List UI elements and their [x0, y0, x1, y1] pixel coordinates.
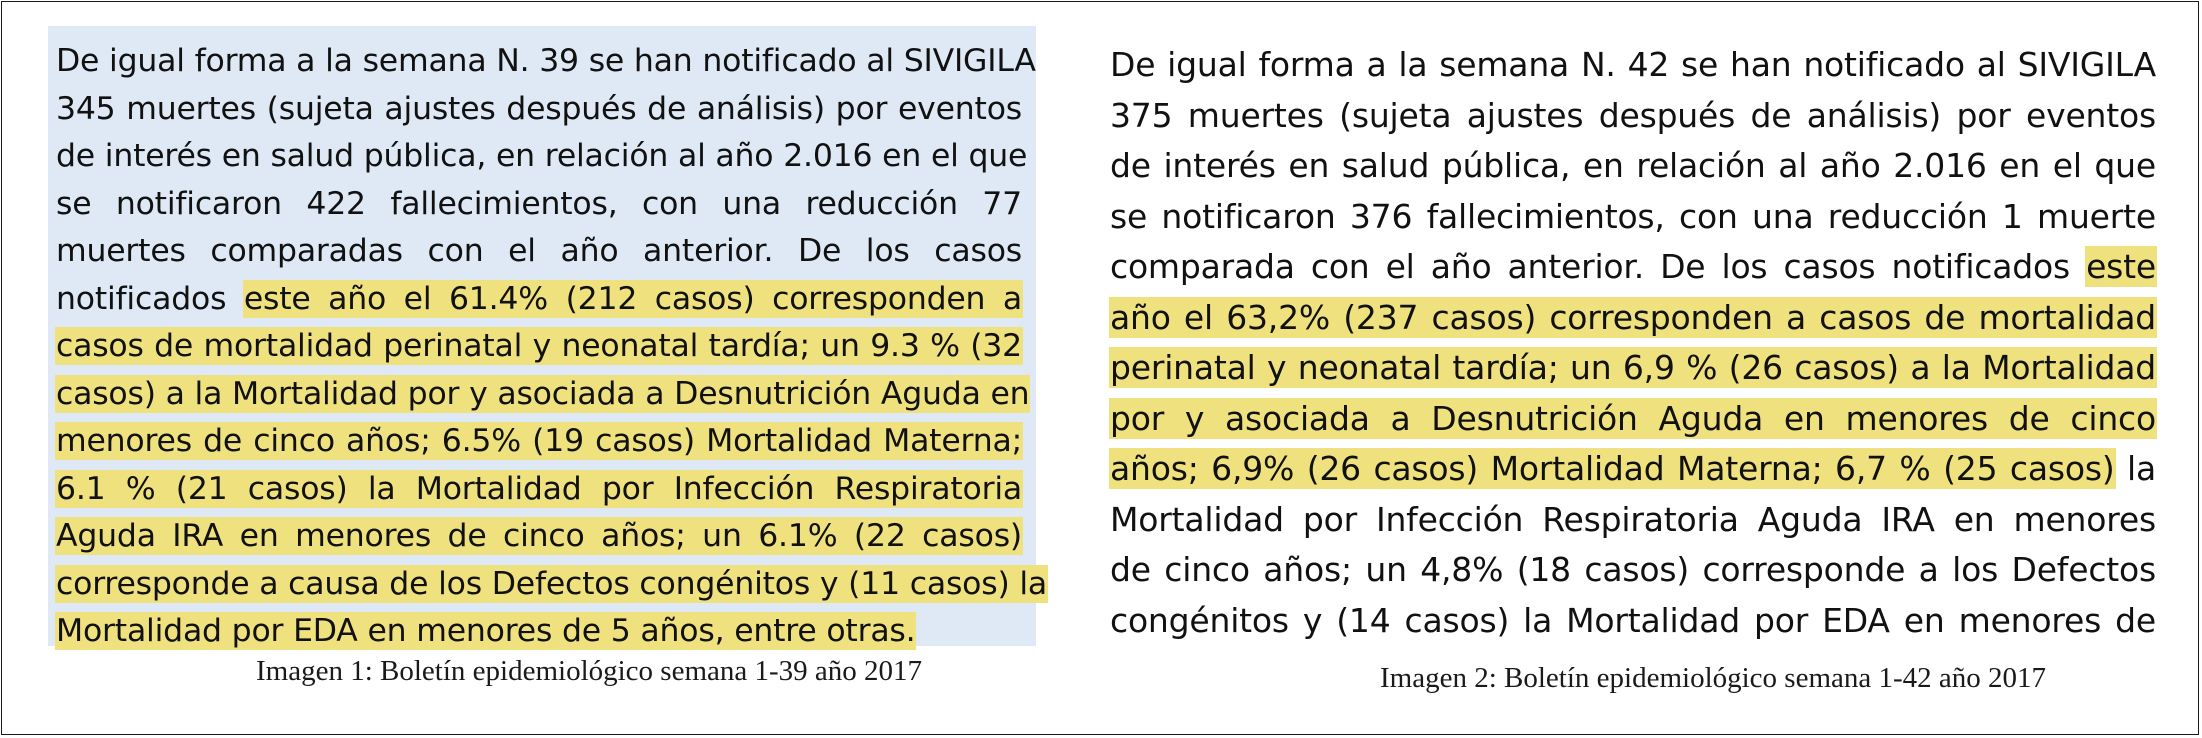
image1-paragraph: De igual forma a la semana N. 39 se han … — [56, 38, 1047, 656]
text-line: de interés en salud pública, en relación… — [1110, 146, 2156, 185]
text-line-last: Mortalidad por EDA en menores de 5 años,… — [56, 608, 1022, 656]
highlighted-text: corresponde a causa de los Defectos cong… — [56, 565, 1048, 602]
text-line: 345 muertes (sujeta ajustes después de a… — [56, 90, 1022, 127]
text-line: notificados este año el 61.4% (212 casos… — [56, 276, 1022, 324]
text-line: muertes comparadas con el año anterior. … — [56, 233, 1022, 269]
text-line: menores de cinco años; 6.5% (19 casos) M… — [56, 418, 1022, 466]
text-line: casos) a la Mortalidad por y asociada a … — [56, 371, 1030, 419]
text-line: perinatal y neonatal tardía; un 6,9 % (2… — [1110, 343, 2156, 394]
text-line: por y asociada a Desnutrición Aguda en m… — [1110, 394, 2156, 445]
highlighted-text: año el 63,2% (237 casos) corresponden a … — [1110, 297, 2156, 337]
highlighted-text: menores de cinco años; 6.5% (19 casos) M… — [56, 423, 1022, 459]
text-segment: comparada con el año anterior. De los ca… — [1110, 247, 2087, 286]
image2-caption: Imagen 2: Boletín epidemiológico semana … — [1380, 662, 2047, 694]
text-line: 6.1 % (21 casos) la Mortalidad por Infec… — [56, 466, 1022, 514]
text-line: años; 6,9% (26 casos) Mortalidad Materna… — [1110, 444, 2156, 495]
highlighted-text: Mortalidad por EDA en menores de 5 años,… — [56, 613, 916, 649]
text-line: de interés en salud pública, en relación… — [56, 138, 1028, 174]
text-line: De igual forma a la semana N. 42 se han … — [1110, 45, 2156, 84]
highlighted-text: 6.1 % (21 casos) la Mortalidad por Infec… — [56, 470, 1022, 507]
text-line: De igual forma a la semana N. 39 se han … — [56, 43, 1036, 79]
highlighted-text: años; 6,9% (26 casos) Mortalidad Materna… — [1110, 449, 2115, 488]
text-line: comparada con el año anterior. De los ca… — [1110, 242, 2156, 293]
highlighted-text: este año el 61.4% (212 casos) correspond… — [243, 280, 1022, 317]
highlighted-text: casos de mortalidad perinatal y neonatal… — [56, 328, 1022, 364]
text-line: corresponde a causa de los Defectos cong… — [56, 561, 1047, 609]
highlighted-text: este — [2086, 247, 2156, 286]
text-line: de cinco años; un 4,8% (18 casos) corres… — [1110, 550, 2156, 589]
text-segment: la — [2114, 449, 2157, 488]
text-line: Aguda IRA en menores de cinco años; un 6… — [56, 513, 1022, 561]
text-line: se notificaron 376 fallecimientos, con u… — [1110, 196, 2156, 236]
highlighted-text: por y asociada a Desnutrición Aguda en m… — [1110, 398, 2156, 438]
text-line: casos de mortalidad perinatal y neonatal… — [56, 323, 1022, 371]
text-line: año el 63,2% (237 casos) corresponden a … — [1110, 293, 2156, 344]
text-line: se notificaron 422 fallecimientos, con u… — [56, 185, 1022, 222]
text-line: congénitos y (14 casos) la Mortalidad po… — [1110, 600, 2156, 640]
text-line: 375 muertes (sujeta ajustes después de a… — [1110, 95, 2156, 135]
highlighted-text: Aguda IRA en menores de cinco años; un 6… — [56, 518, 1022, 554]
highlighted-text: casos) a la Mortalidad por y asociada a … — [56, 375, 1030, 412]
text-segment: notificados — [56, 280, 244, 317]
image2-paragraph: De igual forma a la semana N. 42 se han … — [1110, 40, 2156, 646]
highlighted-text: perinatal y neonatal tardía; un 6,9 % (2… — [1110, 348, 2156, 387]
image1-caption: Imagen 1: Boletín epidemiológico semana … — [256, 655, 923, 687]
text-line: Mortalidad por Infección Respiratoria Ag… — [1110, 499, 2156, 539]
